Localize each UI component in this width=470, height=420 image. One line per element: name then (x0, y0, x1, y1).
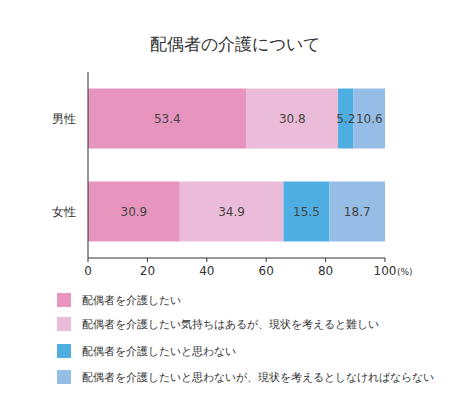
x-tick (206, 258, 207, 262)
x-tick (88, 258, 89, 262)
x-axis-line (88, 258, 385, 259)
category-label: 男性 (52, 112, 76, 126)
y-axis-line (88, 72, 89, 258)
legend: 配偶者を介護したい配偶者を介護したい気持ちはあるが、現状を考えると難しい配偶者を… (57, 293, 434, 384)
bars (88, 89, 385, 242)
bar-segment (180, 182, 284, 242)
x-axis-label: (%) (397, 267, 413, 277)
legend-swatch (57, 370, 71, 384)
x-tick-label: 80 (318, 264, 333, 278)
bar-segment (88, 89, 247, 149)
legend-swatch (57, 317, 71, 331)
legend-swatch (57, 344, 71, 358)
bar-segment (283, 182, 329, 242)
data-label: 30.9 (121, 205, 148, 219)
legend-swatch (57, 293, 71, 307)
x-tick-label: 60 (259, 264, 274, 278)
data-label: 34.9 (218, 205, 245, 219)
bar-segment (247, 89, 338, 149)
x-tick (325, 258, 326, 262)
x-tick-label: 20 (140, 264, 155, 278)
x-tick-label: 0 (84, 264, 92, 278)
x-tick (385, 258, 386, 262)
data-label: 5.2 (336, 112, 355, 126)
legend-label: 配偶者を介護したいと思わないが、現状を考えるとしなければならない (82, 371, 434, 384)
data-label: 15.5 (293, 205, 320, 219)
legend-label: 配偶者を介護したいと思わない (82, 345, 236, 358)
data-labels: 53.4 30.8 5.210.6 30.9 34.9 15.5 18.7 (121, 112, 383, 219)
x-tick-label: 40 (199, 264, 214, 278)
x-tick (147, 258, 148, 262)
category-label: 女性 (52, 205, 76, 219)
data-label: 30.8 (279, 112, 306, 126)
data-label: 10.6 (356, 112, 383, 126)
bar-segment (329, 182, 385, 242)
title: 配偶者の介護について (150, 34, 320, 54)
bar-segment (354, 89, 385, 149)
bar-segment (88, 182, 180, 242)
x-tick-label: 100 (374, 264, 397, 278)
x-tick (266, 258, 267, 262)
legend-label: 配偶者を介護したい気持ちはあるが、現状を考えると難しい (82, 318, 379, 331)
data-label: 18.7 (344, 205, 371, 219)
legend-label: 配偶者を介護したい (82, 294, 181, 307)
chart: 配偶者の介護について 53.4 30.8 5.210.6 30.9 34.9 15.5 18.… (0, 0, 470, 420)
data-label: 53.4 (154, 112, 181, 126)
